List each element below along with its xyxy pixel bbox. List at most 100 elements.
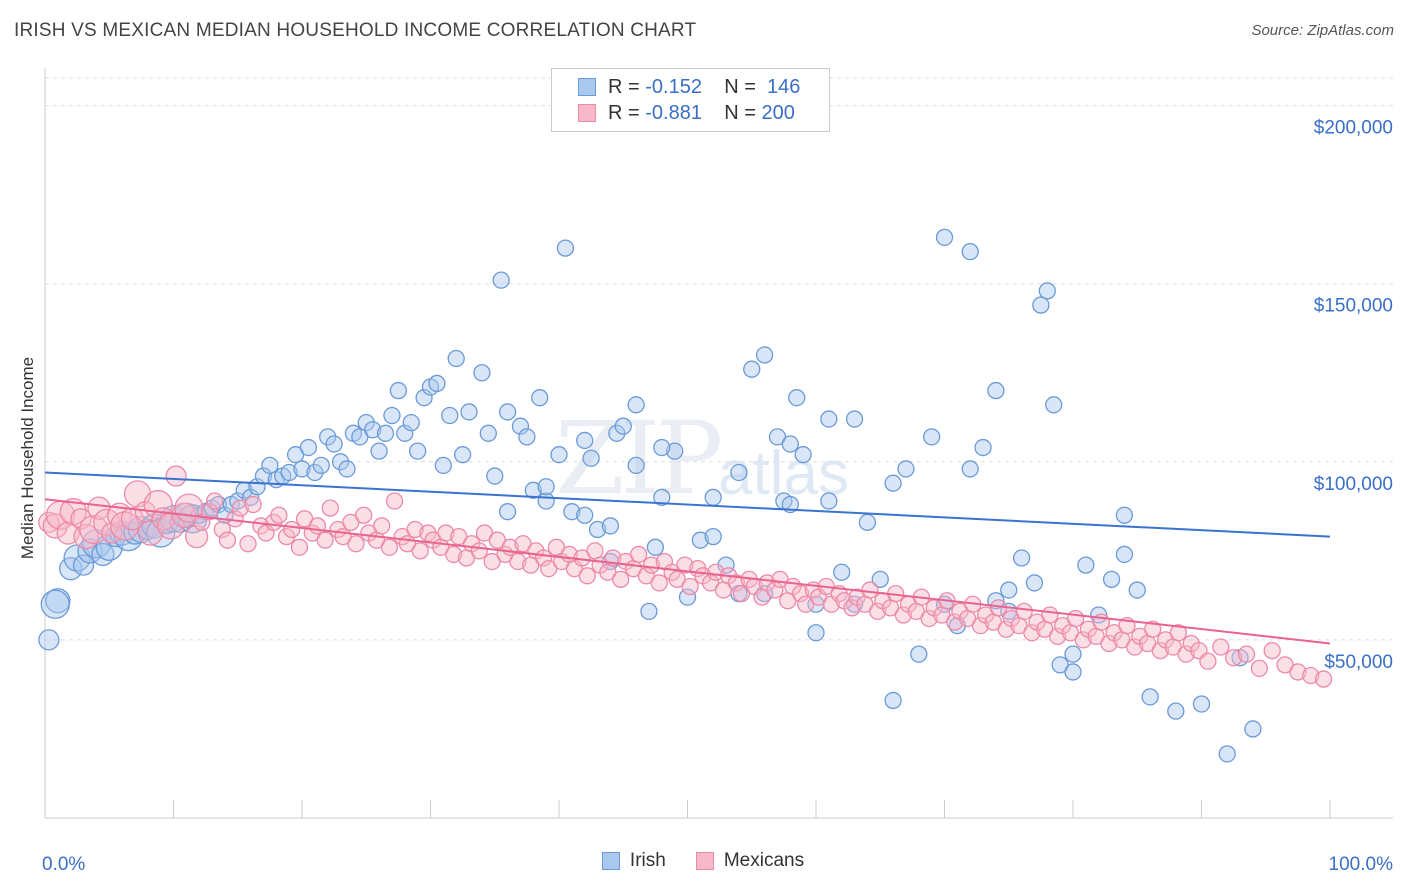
point-mexicans <box>1169 624 1188 642</box>
point-irish <box>1064 663 1082 681</box>
point-irish <box>627 396 645 414</box>
point-mexicans <box>1177 645 1195 663</box>
trend-lines <box>44 471 1331 645</box>
point-mexicans <box>283 520 301 539</box>
point-irish <box>72 554 95 576</box>
point-mexicans <box>920 609 938 628</box>
point-mexicans <box>93 508 121 537</box>
point-mexicans <box>1074 631 1092 649</box>
y-axis-label: Median Household Income <box>18 356 37 560</box>
point-irish <box>1115 506 1134 524</box>
point-irish <box>601 517 620 535</box>
legend-label-mexicans: Mexicans <box>723 850 805 871</box>
point-irish <box>743 360 761 378</box>
point-irish <box>1192 695 1211 713</box>
point-irish <box>833 563 851 581</box>
point-mexicans <box>578 567 596 585</box>
point-irish <box>556 239 575 257</box>
point-irish <box>486 467 504 485</box>
point-irish <box>1000 581 1018 599</box>
point-irish <box>453 446 472 464</box>
source-credit: Source: ZipAtlas.com <box>1251 22 1394 39</box>
point-irish <box>473 364 491 382</box>
point-irish <box>402 413 420 432</box>
point-irish <box>524 481 542 499</box>
point-mexicans <box>205 492 224 510</box>
point-irish <box>653 438 671 457</box>
point-mexicans <box>1199 652 1217 670</box>
point-irish <box>479 424 497 442</box>
point-irish <box>582 449 600 467</box>
point-mexicans <box>1314 670 1333 688</box>
point-irish <box>1045 396 1063 414</box>
point-mexicans <box>1144 620 1162 638</box>
point-mexicans <box>218 531 237 549</box>
legend-item-irish[interactable]: Irish <box>601 850 666 872</box>
legend-r-label: R = <box>608 101 640 124</box>
trend-line-mexicans <box>44 498 1331 645</box>
point-mexicans <box>321 499 339 517</box>
point-irish <box>312 456 330 475</box>
point-mexicans <box>437 524 455 542</box>
point-irish <box>357 413 375 432</box>
point-irish <box>1218 745 1236 763</box>
point-irish <box>858 513 877 532</box>
trend-line-irish <box>44 471 1331 538</box>
grid-lines <box>45 77 1393 641</box>
point-irish <box>498 403 517 421</box>
series-irish-points <box>38 228 1262 763</box>
point-irish <box>884 691 902 710</box>
legend-n-label: N = <box>724 101 756 124</box>
point-irish <box>293 460 311 478</box>
legend-item-mexicans[interactable]: Mexicans <box>695 850 805 872</box>
watermark-atlas: atlas <box>718 439 849 508</box>
point-mexicans <box>1100 634 1118 653</box>
point-irish <box>923 428 941 446</box>
point-mexicans <box>1224 649 1243 667</box>
point-mexicans <box>385 492 404 510</box>
point-mexicans <box>470 542 488 560</box>
legend-n-value-irish: 146 <box>767 75 801 98</box>
point-mexicans <box>120 507 145 531</box>
point-irish <box>319 428 337 446</box>
point-mexicans <box>971 617 990 635</box>
point-mexicans <box>290 538 309 556</box>
point-irish <box>428 374 446 393</box>
point-irish <box>1077 556 1095 574</box>
point-mexicans <box>1015 602 1033 621</box>
point-mexicans <box>997 620 1015 638</box>
point-irish <box>576 506 594 524</box>
point-irish <box>884 474 902 492</box>
point-irish <box>897 460 915 478</box>
point-irish <box>974 438 992 457</box>
point-irish <box>653 488 671 507</box>
point-mexicans <box>231 499 249 517</box>
point-irish <box>38 629 60 651</box>
point-irish <box>389 381 408 400</box>
point-mexicans <box>200 503 219 521</box>
point-irish <box>1141 688 1159 706</box>
point-irish <box>666 442 684 460</box>
point-irish <box>280 463 298 482</box>
point-irish <box>961 243 979 261</box>
point-mexicans <box>1151 641 1170 660</box>
point-mexicans <box>946 613 964 631</box>
point-mexicans <box>444 545 463 564</box>
point-irish <box>1038 282 1056 300</box>
point-irish <box>299 438 318 457</box>
point-irish <box>537 478 555 496</box>
point-irish <box>364 421 382 439</box>
point-irish <box>588 520 607 539</box>
point-irish <box>376 424 395 442</box>
point-irish <box>331 453 350 471</box>
point-mexicans <box>869 602 887 621</box>
point-irish <box>1025 574 1044 592</box>
point-irish <box>755 346 774 364</box>
point-irish <box>640 602 658 621</box>
point-mexicans <box>681 577 699 596</box>
point-mexicans <box>1041 606 1059 624</box>
point-irish <box>820 492 838 510</box>
point-irish <box>531 389 549 407</box>
legend-r-label: R = <box>608 75 640 98</box>
point-irish <box>646 538 665 556</box>
